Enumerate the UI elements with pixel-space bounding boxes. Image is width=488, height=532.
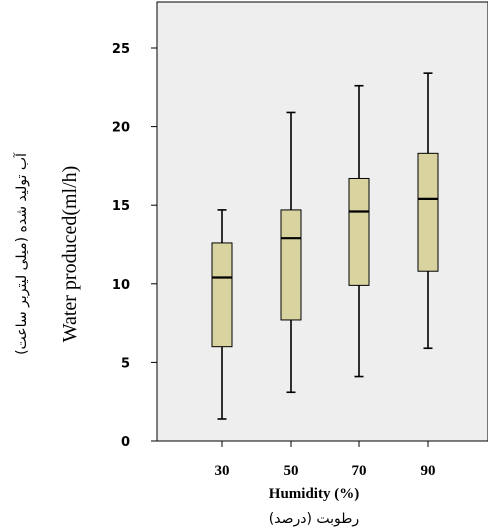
boxes-group: [211, 72, 439, 420]
x-axis: 30 50 70 90: [215, 441, 436, 479]
y-axis-title: Water produced(ml/h): [59, 166, 81, 343]
y-tick-label: 15: [112, 199, 130, 214]
box-50: [280, 111, 302, 394]
iqr-box: [417, 152, 439, 272]
x-axis-title: Humidity (%): [269, 486, 359, 502]
x-tick-label: 50: [284, 463, 299, 479]
y-tick-label: 5: [121, 356, 130, 371]
y-tick-label: 10: [112, 278, 130, 293]
y-tick-label: 0: [121, 435, 130, 450]
x-tick-label: 90: [421, 463, 436, 479]
x-axis-title-persian: رطوبت (درصد): [269, 511, 359, 527]
iqr-box: [348, 177, 370, 286]
iqr-box: [211, 242, 233, 348]
box-90: [417, 72, 439, 350]
y-axis: 0 5 10 15 20 25: [112, 42, 157, 450]
y-axis-title-persian: آب تولید شده (میلی لیتربر ساعت): [13, 152, 30, 355]
y-tick-label: 25: [112, 42, 130, 57]
x-tick-label: 30: [215, 463, 230, 479]
box-70: [348, 84, 370, 378]
box-30: [211, 209, 233, 420]
iqr-box: [280, 209, 302, 321]
y-tick-label: 20: [112, 121, 130, 136]
x-tick-label: 70: [352, 463, 367, 479]
